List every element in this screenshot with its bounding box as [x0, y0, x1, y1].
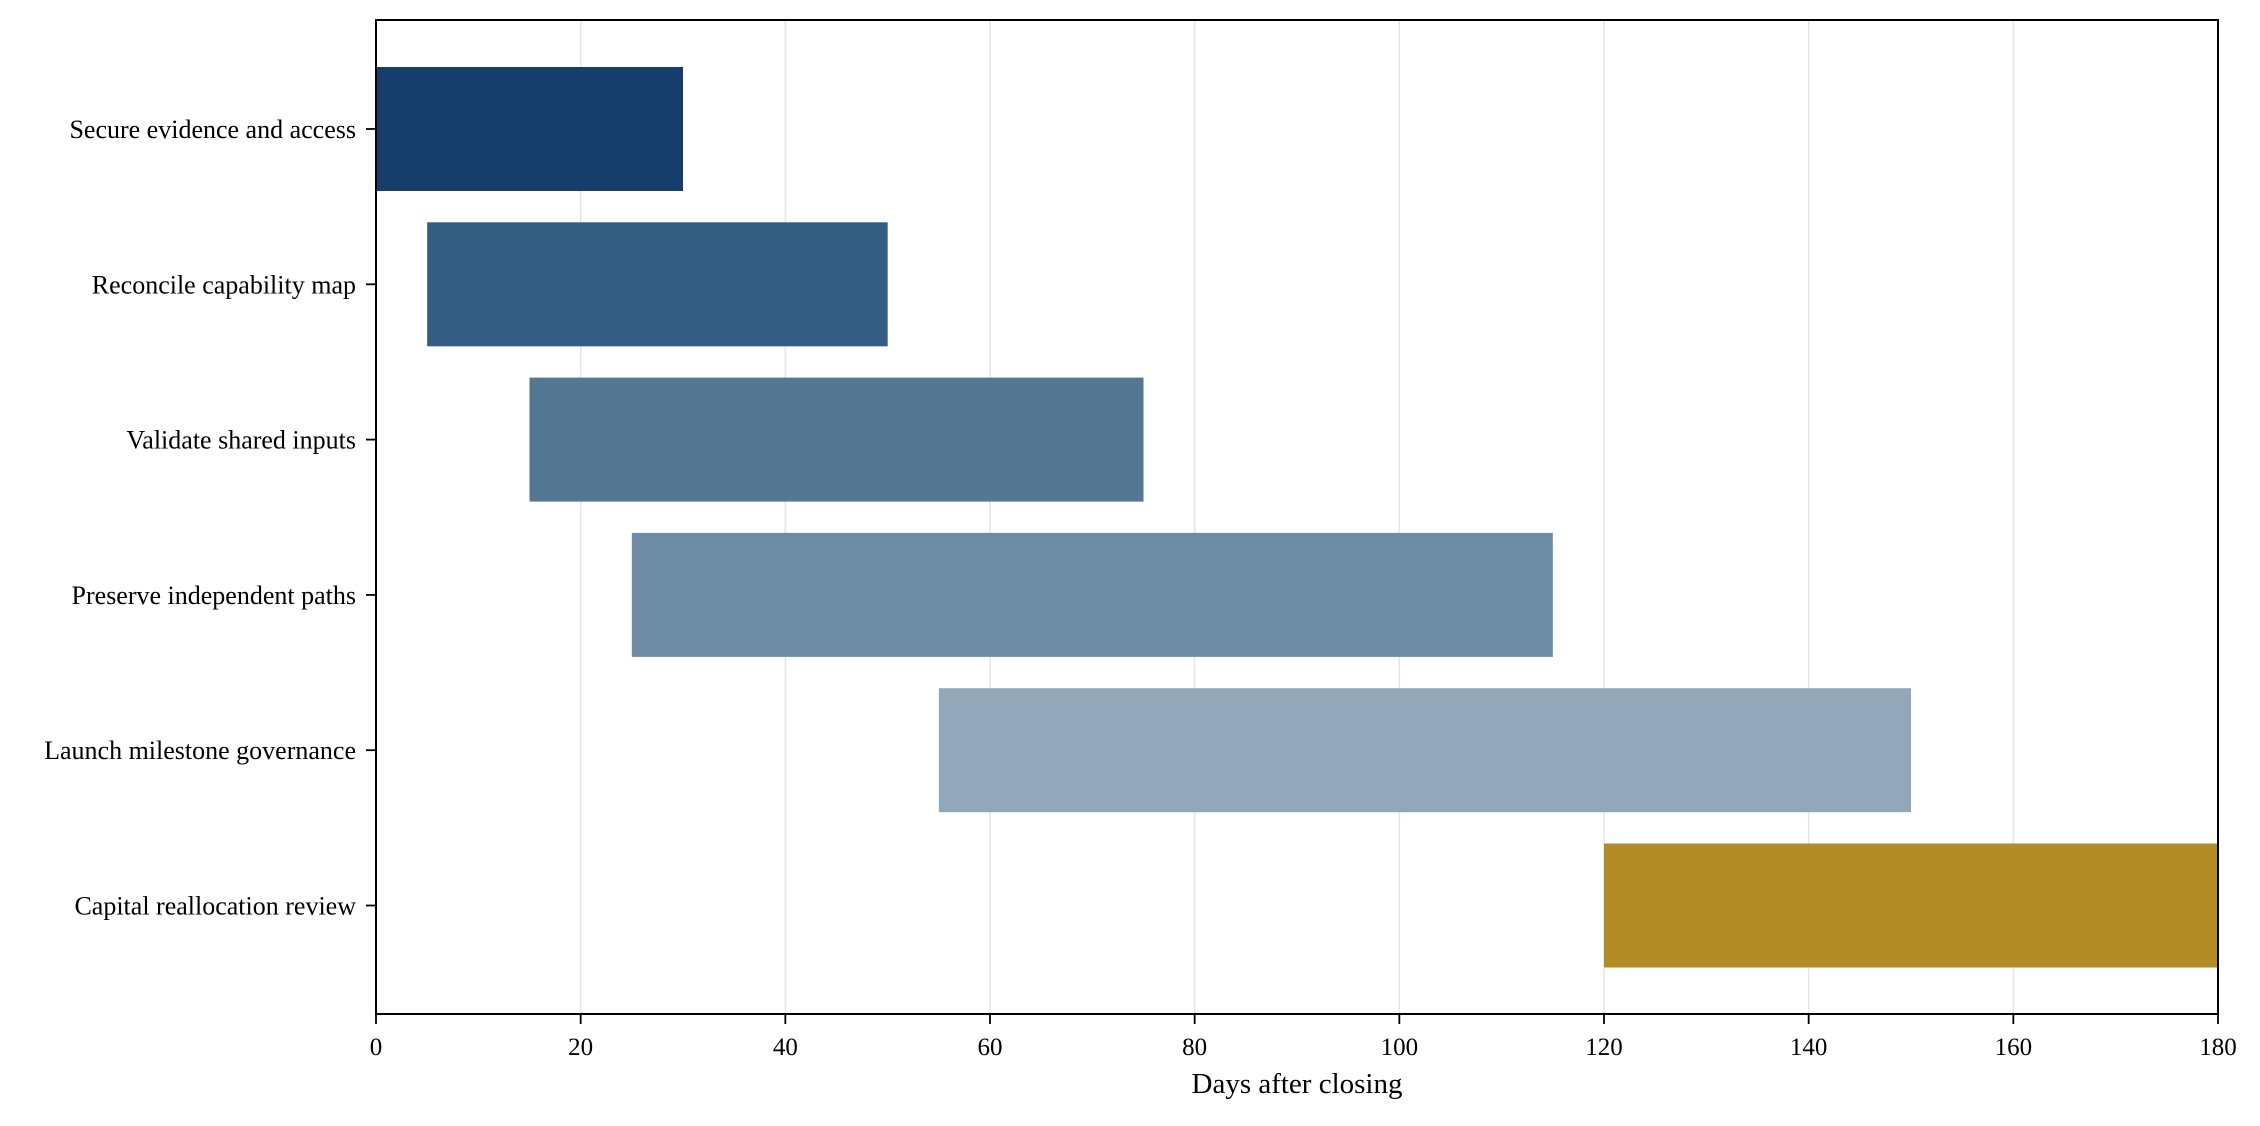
bar-6	[1604, 843, 2218, 968]
x-tick-label-0: 0	[370, 1034, 383, 1061]
bar-1	[376, 67, 683, 191]
x-tick-label-180: 180	[2199, 1034, 2237, 1061]
y-tick-label-2: Reconcile capability map	[92, 270, 356, 299]
y-tick-label-1: Secure evidence and access	[69, 115, 356, 144]
y-axis: Secure evidence and access Reconcile capa…	[44, 115, 376, 921]
plot-frame	[375, 19, 2219, 1015]
grid-layer	[579, 20, 2015, 1014]
x-tick-label-20: 20	[568, 1034, 593, 1061]
y-tick-label-5: Launch milestone governance	[44, 736, 356, 765]
x-tick-label-160: 160	[1995, 1034, 2033, 1061]
y-tick-label-3: Validate shared inputs	[126, 426, 356, 455]
y-tick-label-6: Capital reallocation review	[74, 892, 356, 921]
bar-5	[938, 688, 1911, 813]
x-tick-label-80: 80	[1182, 1034, 1207, 1061]
x-axis-label: Days after closing	[1192, 1068, 1403, 1100]
bars-layer	[376, 67, 2218, 968]
bar-4	[631, 532, 1553, 657]
x-tick-label-140: 140	[1790, 1034, 1828, 1061]
bar-2	[427, 222, 888, 347]
x-axis: 0 20 40 60 80 100 120 140 160 180	[370, 1014, 2237, 1061]
x-tick-label-100: 100	[1381, 1034, 1419, 1061]
x-tick-label-120: 120	[1585, 1034, 1623, 1061]
y-tick-label-4: Preserve independent paths	[72, 581, 356, 610]
bar-3	[529, 377, 1144, 502]
x-tick-label-60: 60	[978, 1034, 1003, 1061]
x-tick-label-40: 40	[773, 1034, 798, 1061]
